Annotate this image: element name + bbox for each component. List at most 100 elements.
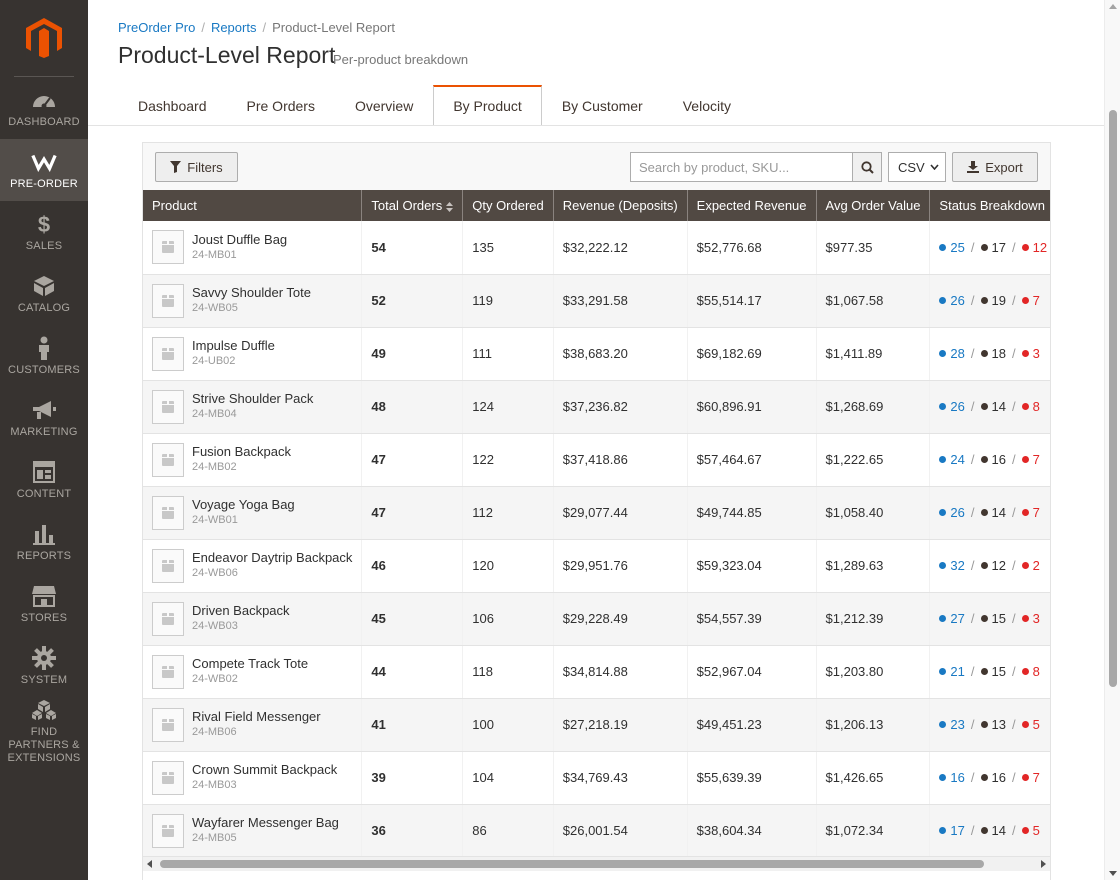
product-name[interactable]: Impulse Duffle — [192, 338, 275, 353]
image-placeholder-icon — [162, 453, 174, 466]
tab-velocity[interactable]: Velocity — [682, 98, 731, 114]
sidebar-item-reports[interactable]: REPORTS — [0, 511, 88, 573]
tab-overview[interactable]: Overview — [354, 98, 414, 114]
sidebar-item-sales[interactable]: $ SALES — [0, 201, 88, 263]
product-name[interactable]: Wayfarer Messenger Bag — [192, 815, 339, 830]
sidebar-item-label: SYSTEM — [20, 674, 68, 686]
col-header-qty-ordered[interactable]: Qty Ordered — [462, 190, 554, 221]
product-name[interactable]: Endeavor Daytrip Backpack — [192, 550, 353, 565]
scroll-up-arrow[interactable] — [1109, 4, 1117, 9]
table-row[interactable]: Joust Duffle Bag 24-MB01 54 135 $32,222.12 $5… — [143, 221, 1050, 275]
cell-status-breakdown: 25 / 17 / 12 — [929, 221, 1050, 275]
search-button[interactable] — [852, 152, 882, 182]
tab-by-product[interactable]: By Product — [433, 85, 542, 126]
status-dot-dark — [980, 403, 988, 410]
image-placeholder-icon — [162, 294, 174, 307]
table-row[interactable]: Driven Backpack 24-WB03 45 106 $29,228.49 $54… — [143, 592, 1050, 646]
col-header-status-breakdown[interactable]: Status Breakdown — [929, 190, 1050, 221]
table-row[interactable]: Strive Shoulder Pack 24-MB04 48 124 $37,236.… — [143, 380, 1050, 434]
table-row[interactable]: Impulse Duffle 24-UB02 49 111 $38,683.20 $69,… — [143, 327, 1050, 381]
grid-panel: Filters CSV Export Product Total — [142, 142, 1051, 880]
tab-pre-orders[interactable]: Pre Orders — [246, 98, 315, 114]
tab-dashboard[interactable]: Dashboard — [138, 98, 207, 114]
status-separator: / — [1011, 664, 1016, 679]
filters-button[interactable]: Filters — [155, 152, 238, 182]
sidebar-item-catalog[interactable]: CATALOG — [0, 263, 88, 325]
vertical-scroll-thumb[interactable] — [1109, 110, 1117, 687]
cell-product: Wayfarer Messenger Bag 24-MB05 — [143, 804, 363, 858]
col-header-expected-revenue[interactable]: Expected Revenue — [687, 190, 817, 221]
status-dot-blue — [939, 615, 947, 622]
image-placeholder-icon — [162, 665, 174, 678]
sidebar-item-pre-order[interactable]: PRE-ORDER — [0, 139, 88, 201]
table-row[interactable]: Savvy Shoulder Tote 24-WB05 52 119 $33,291.5… — [143, 274, 1050, 328]
sidebar-item-partners[interactable]: FIND PARTNERS & EXTENSIONS — [0, 697, 88, 765]
page-vertical-scrollbar[interactable] — [1104, 0, 1120, 880]
cell-revenue-deposits: $34,814.88 — [553, 645, 688, 699]
table-row[interactable]: Wayfarer Messenger Bag 24-MB05 36 86 $26,001… — [143, 804, 1050, 858]
export-format-select[interactable]: CSV — [888, 152, 946, 182]
breadcrumb-item-preorder-pro[interactable]: PreOrder Pro — [118, 20, 196, 35]
product-name[interactable]: Strive Shoulder Pack — [192, 391, 314, 406]
product-name[interactable]: Driven Backpack — [192, 603, 290, 618]
status-dot-red — [1021, 721, 1029, 728]
cell-expected-revenue: $49,451.23 — [687, 698, 817, 752]
scroll-left-arrow[interactable] — [147, 860, 152, 868]
product-name[interactable]: Joust Duffle Bag — [192, 231, 288, 247]
scroll-right-arrow[interactable] — [1041, 860, 1046, 868]
table-row[interactable]: Fusion Backpack 24-MB02 47 122 $37,418.86 $57… — [143, 433, 1050, 487]
status-count-red: 3 — [1032, 346, 1040, 361]
search-input[interactable] — [630, 152, 852, 182]
table-row[interactable]: Voyage Yoga Bag 24-WB01 47 112 $29,077.44 $49… — [143, 486, 1050, 540]
sidebar-item-content[interactable]: CONTENT — [0, 449, 88, 511]
cell-qty-ordered: 112 — [462, 486, 554, 540]
sidebar-item-marketing[interactable]: MARKETING — [0, 387, 88, 449]
cell-revenue-deposits: $26,001.54 — [553, 804, 688, 858]
sidebar-item-dashboard[interactable]: DASHBOARD — [0, 77, 88, 139]
cell-qty-ordered: 124 — [462, 380, 554, 434]
status-dot-dark — [980, 509, 988, 516]
sidebar-item-system[interactable]: SYSTEM — [0, 635, 88, 697]
product-name[interactable]: Savvy Shoulder Tote — [192, 285, 311, 300]
col-header-avg-order-value[interactable]: Avg Order Value — [816, 190, 931, 221]
product-thumbnail — [152, 601, 184, 636]
cell-qty-ordered: 118 — [462, 645, 554, 699]
cell-status-breakdown: 28 / 18 / 3 — [929, 327, 1050, 381]
col-header-revenue-deposits[interactable]: Revenue (Deposits) — [553, 190, 688, 221]
col-header-product[interactable]: Product — [143, 190, 363, 221]
export-button[interactable]: Export — [952, 152, 1038, 182]
export-format-value: CSV — [898, 159, 925, 175]
sidebar-item-stores[interactable]: STORES — [0, 573, 88, 635]
scroll-down-arrow[interactable] — [1109, 871, 1117, 876]
status-count-dark: 14 — [991, 399, 1006, 414]
sidebar-item-label: CONTENT — [16, 488, 72, 500]
table-row[interactable]: Crown Summit Backpack 24-MB03 39 104 $34,769… — [143, 751, 1050, 805]
table-row[interactable]: Compete Track Tote 24-WB02 44 118 $34,814.88… — [143, 645, 1050, 699]
tab-by-customer[interactable]: By Customer — [561, 98, 643, 114]
status-dot-dark — [980, 456, 988, 463]
horizontal-scroll-thumb[interactable] — [160, 860, 984, 868]
sidebar-item-customers[interactable]: CUSTOMERS — [0, 325, 88, 387]
cell-total-orders: 52 — [361, 274, 464, 328]
status-dot-red — [1021, 615, 1029, 622]
cell-product: Compete Track Tote 24-WB02 — [143, 645, 363, 699]
magento-logo[interactable] — [0, 0, 88, 76]
status-count-dark: 15 — [991, 664, 1006, 679]
cell-product: Joust Duffle Bag 24-MB01 — [143, 221, 363, 275]
status-dot-dark — [980, 721, 988, 728]
cell-product: Endeavor Daytrip Backpack 24-WB06 — [143, 539, 363, 593]
status-dot-blue — [939, 297, 947, 304]
product-name[interactable]: Voyage Yoga Bag — [192, 497, 295, 512]
status-separator: / — [970, 346, 975, 361]
image-placeholder-icon — [162, 824, 174, 837]
col-header-total-orders[interactable]: Total Orders — [361, 190, 464, 221]
table-row[interactable]: Endeavor Daytrip Backpack 24-WB06 46 120 $29… — [143, 539, 1050, 593]
horizontal-scrollbar[interactable] — [143, 856, 1050, 871]
product-name[interactable]: Compete Track Tote — [192, 656, 309, 671]
product-report-table: Product Total Orders Qty Ordered Revenue… — [143, 190, 1050, 858]
table-row[interactable]: Rival Field Messenger 24-MB06 41 100 $27,218… — [143, 698, 1050, 752]
breadcrumb-item-reports[interactable]: Reports — [210, 20, 257, 35]
product-name[interactable]: Crown Summit Backpack — [192, 762, 338, 777]
product-name[interactable]: Fusion Backpack — [192, 444, 291, 459]
product-name[interactable]: Rival Field Messenger — [192, 709, 321, 724]
